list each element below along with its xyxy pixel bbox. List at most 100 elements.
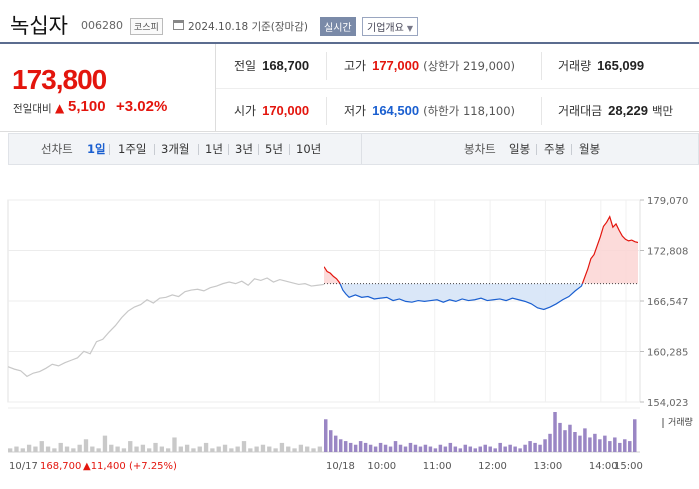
stock-code: 006280 [81, 19, 123, 32]
volume-bar-prev [96, 448, 101, 452]
prev-day-series-line [7, 277, 325, 378]
current-price-box: 173,800 전일대비 ▲ 5,100 +3.02% [0, 44, 216, 132]
tab-weekly-candle[interactable]: 주봉 [544, 142, 566, 156]
change-value: 5,100 [68, 98, 106, 115]
volume-bar-prev [279, 442, 285, 452]
volume-bar-prev [33, 446, 38, 452]
volume-bar-prev [83, 439, 89, 452]
volume-bar-today [413, 444, 418, 452]
tab-monthly-candle[interactable]: 월봉 [579, 142, 601, 156]
tab-1year[interactable]: 1년 [205, 142, 223, 156]
volume-bar-today [398, 444, 403, 452]
volume-bar-today [373, 446, 378, 452]
volume-bar-today [553, 412, 557, 452]
volume-bar-today [598, 439, 602, 452]
today-series-line-down [339, 283, 584, 311]
chart-tabs: 선차트 1일 1주일 3개월 1년 3년 5년 10년 봉차트 일봉 주봉 월봉 [8, 133, 699, 165]
volume-bar-prev [58, 442, 63, 452]
volume-bar-prev [121, 448, 127, 452]
volume-bar-today [368, 444, 373, 452]
volume-bar-today [508, 444, 512, 452]
tab-daily-candle[interactable]: 일봉 [509, 142, 531, 156]
up-arrow-icon: ▲ [55, 101, 65, 115]
prev-day-pct: (+7.25%) [129, 461, 177, 472]
volume-bar-prev [317, 446, 322, 452]
volume-bar-prev [210, 448, 215, 452]
divider [541, 52, 542, 80]
change-percent: +3.02% [116, 98, 168, 115]
volume-bar-prev [71, 448, 76, 452]
divider [326, 52, 327, 80]
low-cell: 저가 164,500 (하한가 118,100) [344, 89, 515, 133]
tab-10year[interactable]: 10년 [296, 142, 322, 156]
volume-bar-today [348, 442, 353, 452]
volume-bar-today [363, 442, 368, 452]
volume-bar-prev [26, 444, 32, 452]
company-info-button[interactable]: 기업개요 ▼ [362, 17, 418, 36]
volume-bar-today [438, 444, 443, 452]
high-cell: 고가 177,000 (상한가 219,000) [344, 44, 515, 88]
open-cell: 시가 170,000 [234, 89, 309, 133]
tab-3month[interactable]: 3개월 [161, 142, 190, 156]
volume-bar-prev [134, 446, 139, 452]
volume-bar-today [523, 444, 527, 452]
volume-bar-today [443, 446, 448, 452]
tab-1week[interactable]: 1주일 [118, 142, 147, 156]
volume-bar-today [483, 444, 487, 452]
y-tick-label: 172,808 [647, 247, 688, 258]
realtime-button[interactable]: 실시간 [320, 17, 356, 36]
prev-day-label: 10/17 [9, 461, 38, 472]
stats-row-1: 전일 168,700 고가 177,000 (상한가 219,000) 거래량 165,… [216, 44, 699, 88]
volume-bar-today [493, 448, 497, 452]
high-label: 고가 [344, 59, 367, 73]
volume-bar-prev [229, 448, 234, 452]
x-tick-label: 14:00 [589, 461, 618, 472]
y-tick-label: 154,023 [647, 398, 688, 409]
y-tick-label: 179,070 [647, 196, 688, 207]
volume-bar-today [498, 442, 502, 452]
area-above-prev-close [324, 216, 638, 284]
line-chart-label: 선차트 [41, 142, 73, 156]
volume-bar-prev [140, 444, 146, 452]
volume-bar-prev [248, 448, 253, 452]
volume-bar-prev [52, 448, 57, 452]
volume-bar-prev [77, 444, 82, 452]
x-tick-label: 12:00 [478, 461, 507, 472]
price-chart[interactable]: 179,070 172,808 166,547 160,285 154,023 10/1… [0, 190, 699, 489]
tab-separator [536, 144, 537, 155]
today-series-line-up [324, 215, 638, 284]
volume-bar-prev [216, 446, 221, 452]
volume-bar-today [458, 448, 463, 452]
x-tick-label: 10:00 [367, 461, 396, 472]
tab-5year[interactable]: 5년 [265, 142, 283, 156]
volume-bar-today [563, 430, 567, 452]
volume-bar-today [488, 446, 492, 452]
prev-close-cell: 전일 168,700 [234, 44, 309, 88]
prev-day-change: ▲11,400 [83, 461, 126, 472]
candle-chart-label: 봉차트 [464, 142, 496, 156]
divider [541, 97, 542, 125]
change-label: 전일대비 [13, 103, 52, 115]
tab-separator [228, 144, 229, 155]
market-badge: 코스피 [130, 18, 163, 35]
volume-bar-today [333, 435, 338, 452]
tab-group-divider [361, 134, 362, 164]
y-tick-label: 166,547 [647, 297, 688, 308]
volume-bar-prev [191, 448, 196, 452]
volume-bar-prev [292, 448, 297, 452]
volume-bar-prev [267, 446, 272, 452]
volume-bar-today [628, 441, 632, 452]
prev-close-value: 168,700 [262, 58, 310, 73]
tab-1day[interactable]: 1일 [87, 142, 106, 156]
volume-bar-today [358, 441, 363, 452]
volume-bar-prev [298, 444, 304, 452]
volume-bar-prev [260, 444, 266, 452]
volume-bar-today [453, 446, 458, 452]
tab-3year[interactable]: 3년 [235, 142, 253, 156]
reference-date: 2024.10.18 기준(장마감) [188, 21, 308, 33]
volume-bar-prev [311, 448, 316, 452]
volume-bar-today [328, 430, 333, 452]
y-axis-ticks: 179,070 172,808 166,547 160,285 154,023 [647, 196, 688, 409]
x-tick-label: 10/18 [326, 461, 355, 472]
